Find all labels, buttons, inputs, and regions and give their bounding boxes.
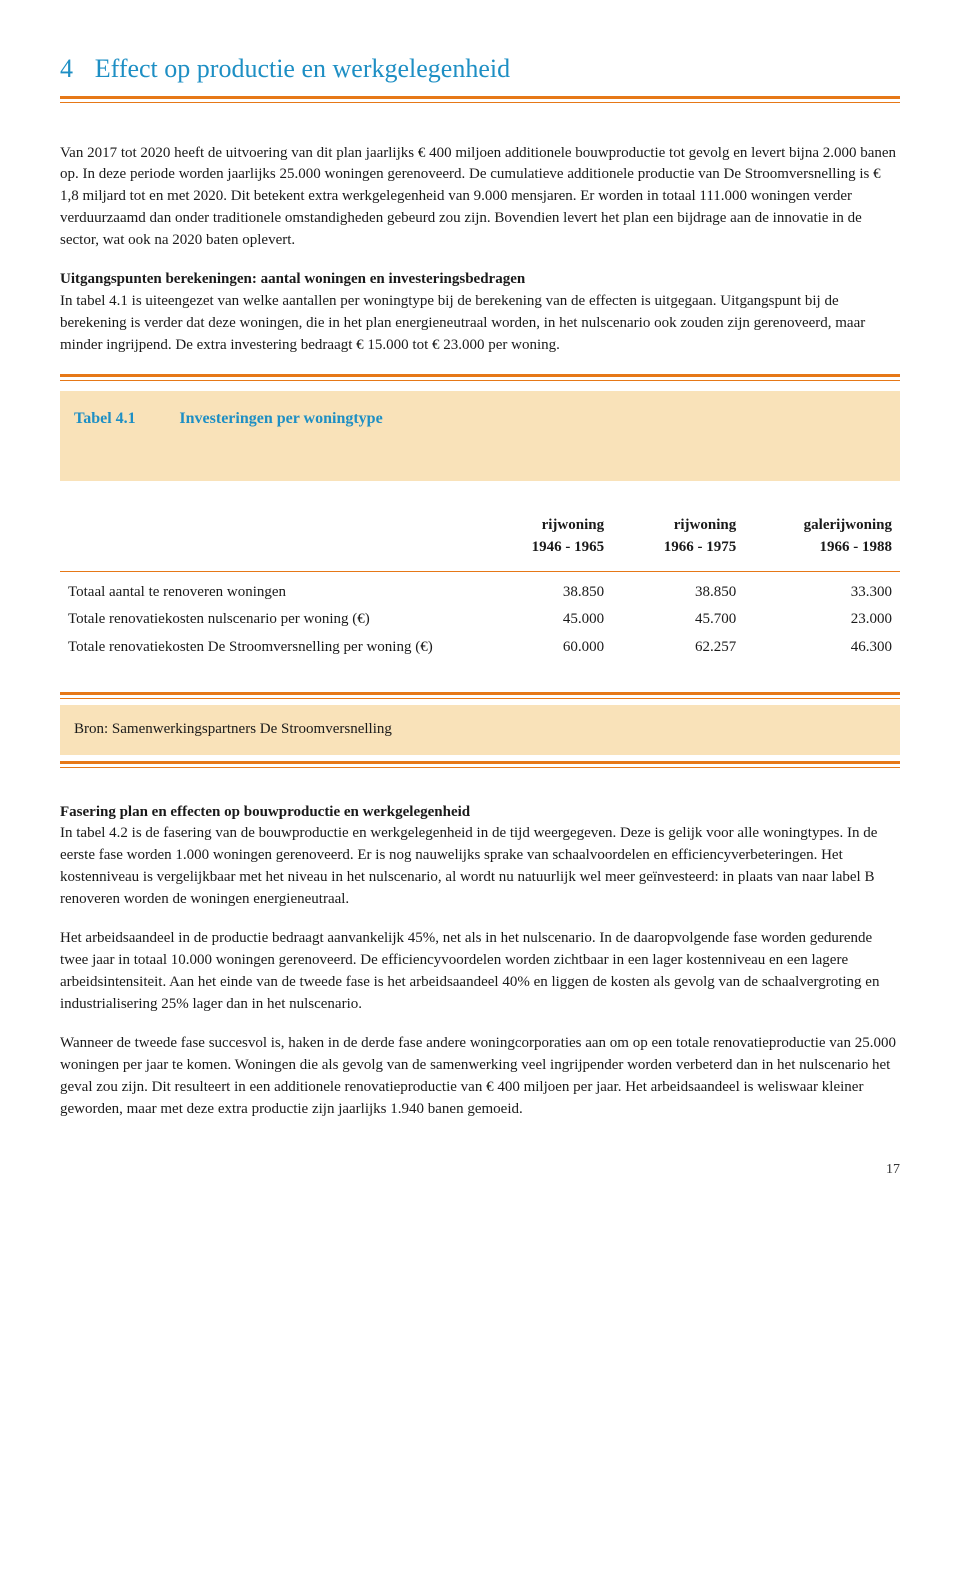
row-label: Totale renovatiekosten De Stroomversnell… [60,634,480,662]
col-empty [60,511,480,571]
paragraph-assumptions: Uitgangspunten berekeningen: aantal woni… [60,269,900,356]
col-1: rijwoning 1946 - 1965 [480,511,612,571]
row-val: 23.000 [744,606,900,634]
table-header-row: rijwoning 1946 - 1965 rijwoning 1966 - 1… [60,511,900,571]
row-label: Totaal aantal te renoveren woningen [60,571,480,606]
paragraph-intro: Van 2017 tot 2020 heeft de uitvoering va… [60,143,900,252]
chapter-header: 4 Effect op productie en werkgelegenheid [60,50,900,88]
row-val: 46.300 [744,634,900,662]
chapter-number: 4 [60,50,73,88]
row-val: 38.850 [612,571,744,606]
page-number: 17 [60,1160,900,1180]
table-top-rule [60,374,900,381]
row-val: 62.257 [612,634,744,662]
source-bottom-rule [60,761,900,768]
chapter-title: Effect op productie en werkgelegenheid [95,54,510,83]
row-val: 38.850 [480,571,612,606]
paragraph-derde-fase: Wanneer de tweede fase succesvol is, hak… [60,1033,900,1120]
paragraph-fasering: Fasering plan en effecten op bouwproduct… [60,802,900,911]
table-row: Totale renovatiekosten De Stroomversnell… [60,634,900,662]
col-2: rijwoning 1966 - 1975 [612,511,744,571]
subhead-assumptions: Uitgangspunten berekeningen: aantal woni… [60,271,525,287]
table-label: Tabel 4.1 [74,407,136,430]
table-title-bar: Tabel 4.1 Investeringen per woningtype [60,391,900,481]
table-row: Totaal aantal te renoveren woningen 38.8… [60,571,900,606]
row-val: 33.300 [744,571,900,606]
table-row: Totale renovatiekosten nulscenario per w… [60,606,900,634]
source-top-rule [60,692,900,699]
row-val: 45.000 [480,606,612,634]
header-rule [60,96,900,103]
row-label: Totale renovatiekosten nulscenario per w… [60,606,480,634]
row-val: 60.000 [480,634,612,662]
col-3: galerijwoning 1966 - 1988 [744,511,900,571]
investments-table: rijwoning 1946 - 1965 rijwoning 1966 - 1… [60,511,900,662]
paragraph-arbeidsaandeel: Het arbeidsaandeel in de productie bedra… [60,928,900,1015]
table-source: Bron: Samenwerkingspartners De Stroomver… [60,705,900,755]
subhead-fasering: Fasering plan en effecten op bouwproduct… [60,804,470,820]
paragraph-assumptions-body: In tabel 4.1 is uiteengezet van welke aa… [60,293,865,353]
table-title: Investeringen per woningtype [179,410,382,427]
paragraph-fasering-body: In tabel 4.2 is de fasering van de bouwp… [60,825,877,906]
row-val: 45.700 [612,606,744,634]
